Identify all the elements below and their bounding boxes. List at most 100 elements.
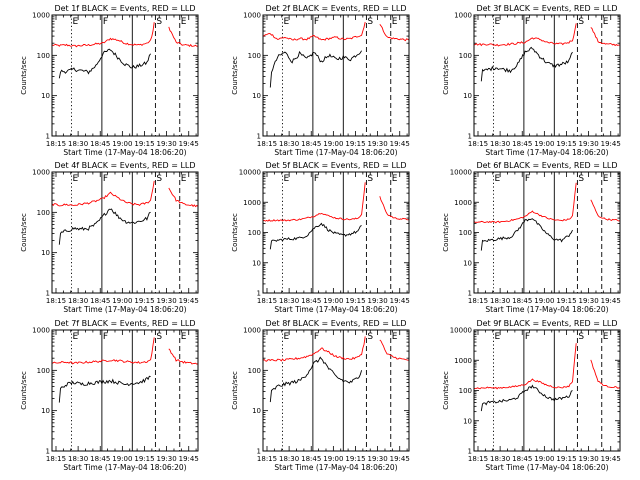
marker-label: S (156, 332, 162, 342)
marker-label: F (525, 17, 530, 27)
x-tick-label: 19:00 (534, 455, 554, 463)
x-axis-label: Start Time (17-May-04 18:06:20) (485, 463, 608, 472)
series-line-lld (263, 336, 409, 362)
x-tick-label: 18:15 (257, 455, 277, 463)
chart-title: Det 4f BLACK = Events, RED = LLD (54, 161, 195, 170)
marker-label: E (181, 332, 187, 342)
plot-area (263, 336, 409, 403)
y-axis-label: Counts/sec (442, 56, 450, 95)
x-tick-label: 18:15 (468, 455, 488, 463)
x-tick-label: 19:15 (345, 455, 365, 463)
y-axis-label: Counts/sec (231, 56, 239, 95)
x-axis-label: Start Time (17-May-04 18:06:20) (274, 463, 397, 472)
series-line-events (269, 356, 363, 403)
marker-label: S (156, 17, 162, 27)
marker-label: E (494, 17, 500, 27)
marker-label: S (578, 17, 584, 27)
x-tick-label: 18:30 (490, 297, 510, 305)
marker-label: E (494, 174, 500, 184)
x-tick-label: 19:30 (579, 297, 599, 305)
plot-area (52, 337, 198, 403)
chart-title: Det 2f BLACK = Events, RED = LLD (265, 4, 406, 13)
x-axis-label: Start Time (17-May-04 18:06:20) (274, 148, 397, 157)
marker-label: F (314, 17, 319, 27)
marker-label: E (283, 174, 289, 184)
y-tick-label: 10 (463, 92, 472, 100)
y-tick-label: 10 (463, 259, 472, 267)
plot-area (52, 180, 198, 245)
y-tick-label: 100 (37, 209, 50, 217)
x-tick-label: 19:45 (390, 140, 410, 148)
series-line-lld (52, 337, 198, 365)
y-tick-label: 1000 (454, 357, 472, 365)
y-tick-label: 1000 (32, 327, 50, 335)
chart-panel-9f: Det 9f BLACK = Events, RED = LLD 1 10 100 10… (442, 319, 621, 472)
series-line-events (480, 384, 573, 412)
marker-label: E (603, 17, 609, 27)
chart-panel-3f: Det 3f BLACK = Events, RED = LLD 1 10 100 10… (442, 4, 621, 157)
x-tick-label: 18:45 (90, 455, 110, 463)
x-tick-label: 18:30 (490, 140, 510, 148)
x-tick-label: 19:00 (323, 297, 343, 305)
plot-frame (51, 329, 199, 452)
x-tick-label: 19:15 (134, 297, 154, 305)
chart-title: Det 1f BLACK = Events, RED = LLD (54, 4, 195, 13)
y-tick-label: 1000 (243, 199, 261, 207)
x-tick-label: 19:45 (601, 140, 621, 148)
x-tick-label: 19:45 (390, 297, 410, 305)
chart-panel-4f: Det 4f BLACK = Events, RED = LLD 1 10 100 10… (20, 161, 199, 314)
series-line-lld (52, 180, 198, 208)
plot-area (263, 21, 409, 88)
chart-panel-5f: Det 5f BLACK = Events, RED = LLD 1 10 100 10… (231, 161, 410, 314)
marker-label: F (314, 174, 319, 184)
x-axis-label: Start Time (17-May-04 18:06:20) (63, 463, 186, 472)
x-tick-label: 19:00 (112, 297, 132, 305)
y-tick-label: 1000 (32, 169, 50, 177)
x-tick-label: 19:45 (601, 297, 621, 305)
chart-panel-8f: Det 8f BLACK = Events, RED = LLD 1 10 100 10… (231, 319, 410, 472)
x-tick-label: 19:15 (134, 140, 154, 148)
series-line-events (58, 48, 151, 79)
y-tick-label: 10 (41, 92, 50, 100)
chart-title: Det 5f BLACK = Events, RED = LLD (265, 161, 406, 170)
y-tick-label: 10 (252, 92, 261, 100)
marker-label: E (283, 332, 289, 342)
x-tick-label: 19:45 (179, 297, 199, 305)
y-tick-label: 1 (46, 290, 50, 298)
y-tick-label: 1000 (243, 12, 261, 20)
series-line-lld (263, 21, 409, 42)
series-line-lld (474, 182, 620, 224)
x-tick-label: 19:15 (345, 140, 365, 148)
x-tick-label: 18:15 (46, 455, 66, 463)
y-tick-label: 1 (46, 448, 50, 456)
x-tick-label: 19:15 (556, 297, 576, 305)
series-line-lld (474, 343, 620, 390)
x-tick-label: 19:00 (534, 297, 554, 305)
marker-label: S (578, 174, 584, 184)
series-line-lld (263, 182, 409, 222)
y-tick-label: 1000 (243, 327, 261, 335)
y-tick-label: 10000 (239, 169, 261, 177)
x-tick-label: 19:00 (112, 455, 132, 463)
marker-label: F (314, 332, 319, 342)
plot-area (263, 182, 409, 250)
x-tick-label: 18:30 (279, 455, 299, 463)
y-tick-label: 10 (252, 259, 261, 267)
x-tick-label: 19:45 (390, 455, 410, 463)
plot-frame (262, 14, 410, 137)
x-axis-label: Start Time (17-May-04 18:06:20) (485, 305, 608, 314)
y-tick-label: 1 (468, 448, 472, 456)
y-axis-label: Counts/sec (231, 371, 239, 410)
x-tick-label: 19:30 (368, 297, 388, 305)
y-tick-label: 1000 (32, 12, 50, 20)
marker-label: E (392, 332, 398, 342)
marker-label: S (156, 174, 162, 184)
x-axis-label: Start Time (17-May-04 18:06:20) (63, 305, 186, 314)
y-tick-label: 1 (257, 133, 261, 141)
chart-panel-6f: Det 6f BLACK = Events, RED = LLD 1 10 100 10… (442, 161, 621, 314)
marker-label: S (367, 332, 373, 342)
plot-area (52, 22, 198, 79)
plot-frame (262, 329, 410, 452)
y-tick-label: 10000 (450, 169, 472, 177)
x-tick-label: 19:30 (157, 140, 177, 148)
